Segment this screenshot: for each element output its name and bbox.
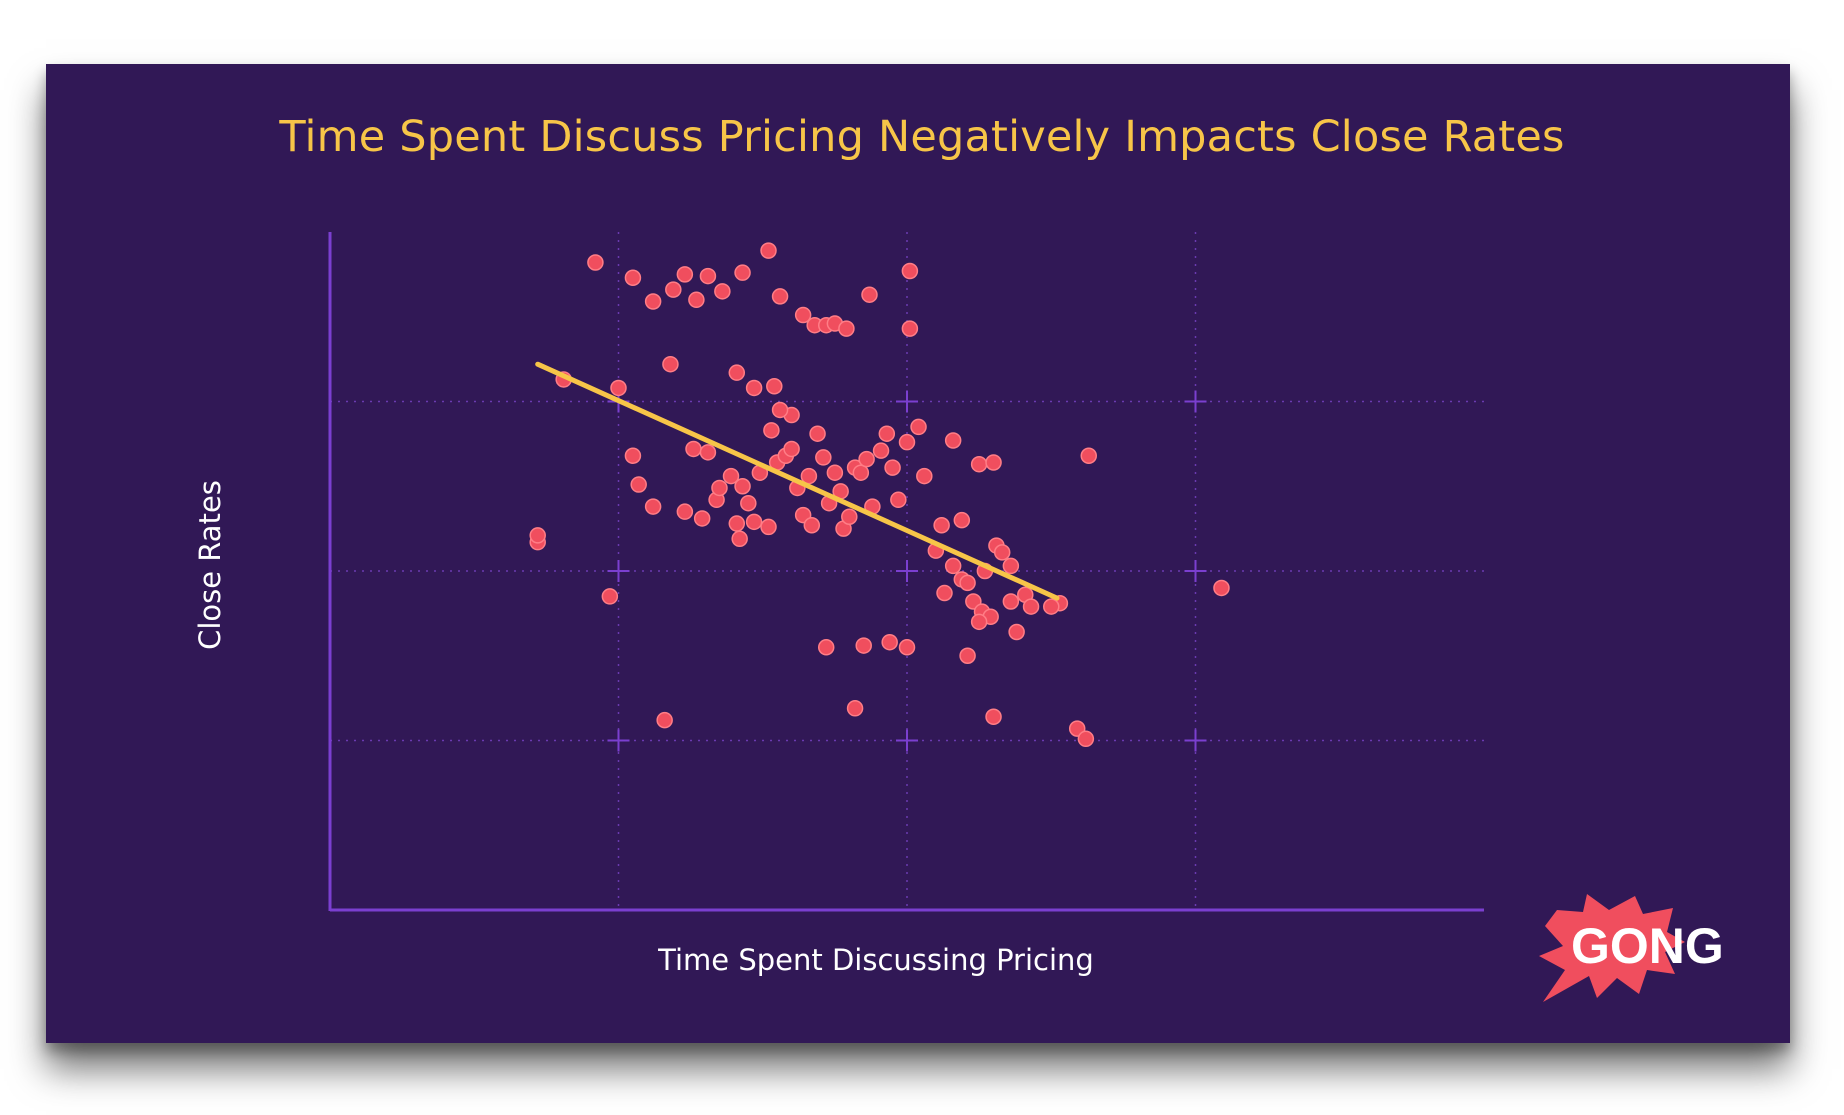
data-point: [803, 516, 821, 534]
data-point: [970, 455, 988, 473]
data-point: [852, 464, 870, 481]
data-point: [693, 510, 711, 527]
data-point: [676, 503, 694, 520]
data-point: [838, 320, 855, 337]
data-point: [890, 491, 907, 509]
data-point: [644, 498, 662, 515]
data-point: [1022, 598, 1040, 615]
data-points: [529, 242, 1230, 748]
data-point: [624, 269, 642, 287]
data-point: [734, 478, 751, 495]
data-point: [800, 467, 818, 485]
data-point: [1213, 579, 1230, 597]
data-point: [872, 442, 890, 459]
data-point: [771, 401, 789, 419]
grid: [330, 232, 1484, 910]
data-point: [731, 530, 748, 548]
data-point: [662, 355, 679, 373]
gong-logo: GONG: [1539, 894, 1724, 1002]
data-point: [794, 306, 812, 324]
data-point: [944, 557, 962, 575]
chart-card: [46, 64, 1790, 1043]
data-point: [734, 264, 751, 281]
data-point: [771, 288, 789, 305]
data-point: [933, 516, 950, 534]
data-point: [656, 711, 673, 729]
data-point: [665, 281, 682, 298]
trendline-layer: [535, 361, 1060, 601]
data-point: [861, 286, 878, 303]
trendline: [535, 361, 1060, 601]
data-point: [901, 320, 919, 337]
data-point: [763, 422, 780, 439]
data-point: [711, 479, 728, 497]
data-point: [676, 266, 694, 283]
data-point: [610, 379, 627, 397]
data-point: [1077, 730, 1095, 748]
data-point: [944, 432, 962, 449]
data-point: [901, 262, 919, 280]
data-point: [740, 494, 757, 512]
data-point: [815, 449, 832, 466]
data-point: [688, 291, 705, 309]
data-point: [858, 450, 875, 468]
data-point: [881, 633, 898, 651]
data-point: [817, 639, 835, 656]
data-point: [916, 467, 933, 485]
data-point: [841, 508, 858, 526]
data-point: [985, 708, 1002, 726]
data-point: [884, 459, 901, 476]
data-point: [959, 574, 976, 592]
data-point: [898, 639, 916, 656]
logo-burst-icon: [1539, 894, 1685, 1002]
data-point: [936, 584, 953, 602]
data-point: [826, 464, 844, 481]
data-point: [1002, 557, 1020, 575]
data-point: [953, 511, 971, 529]
data-point: [766, 377, 783, 395]
data-point: [760, 242, 777, 259]
data-point: [601, 588, 619, 605]
data-point: [1002, 593, 1020, 610]
data-point: [728, 364, 746, 381]
data-point: [644, 293, 662, 310]
data-point: [1080, 447, 1098, 464]
data-point: [728, 515, 746, 532]
data-point: [624, 447, 642, 464]
logo-text: GONG: [1571, 918, 1724, 974]
data-point: [959, 647, 976, 664]
data-point: [529, 527, 546, 544]
data-point: [1043, 598, 1060, 615]
x-axis-label: Time Spent Discussing Pricing: [658, 943, 1094, 977]
data-point: [699, 444, 717, 461]
data-point: [685, 440, 702, 458]
data-point: [970, 613, 988, 631]
data-point: [745, 513, 763, 531]
data-point: [1008, 623, 1025, 641]
data-point: [910, 418, 927, 436]
data-point: [846, 700, 864, 717]
data-point: [809, 425, 826, 442]
data-point: [699, 267, 717, 285]
data-point: [878, 425, 896, 442]
data-point: [714, 283, 731, 300]
data-point: [783, 440, 800, 458]
data-point: [985, 454, 1002, 471]
data-point: [760, 518, 777, 536]
axes: [328, 232, 1484, 912]
data-point: [745, 379, 763, 397]
chart-title: Time Spent Discuss Pricing Negatively Im…: [279, 112, 1565, 162]
data-point: [722, 467, 740, 485]
data-point: [630, 476, 647, 493]
data-point: [587, 254, 604, 271]
data-point: [855, 637, 872, 654]
data-point: [898, 433, 916, 451]
data-point: [993, 544, 1011, 561]
